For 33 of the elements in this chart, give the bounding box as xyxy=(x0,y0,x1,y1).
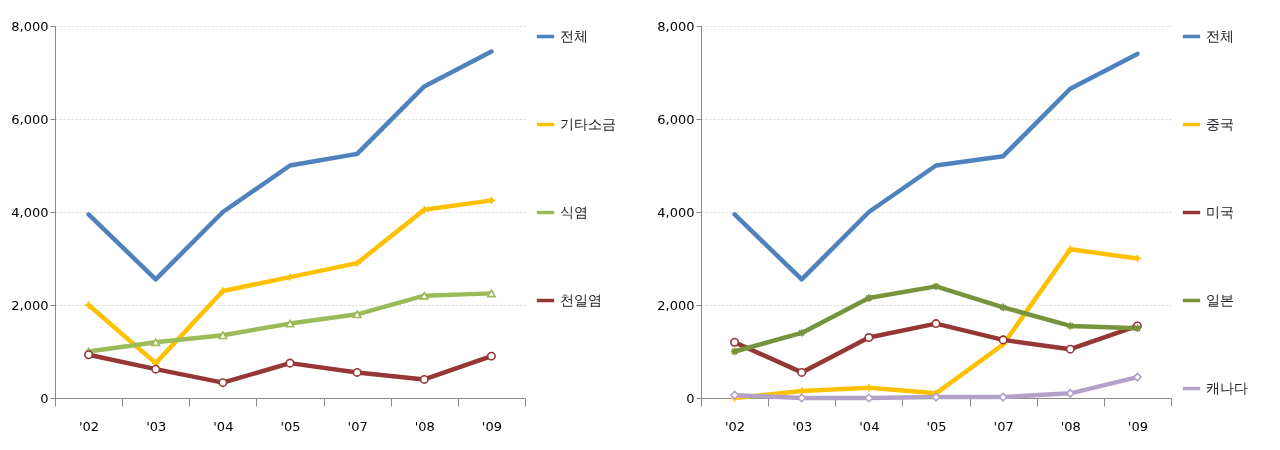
y-tick-label: 2,000 xyxy=(11,297,49,313)
y-tick-label: 8,000 xyxy=(11,18,49,34)
x-tick-label: '04 xyxy=(859,418,880,434)
legend-label: 식염 xyxy=(560,203,588,220)
x-tick-label: '03 xyxy=(146,418,167,434)
x-tick-label: '09 xyxy=(481,418,502,434)
y-tick-label: 6,000 xyxy=(11,111,49,127)
y-tick-label: 4,000 xyxy=(11,204,49,220)
x-tick-label: '02 xyxy=(725,418,746,434)
y-tick-label: 0 xyxy=(40,390,49,406)
legend-label: 캐나다 xyxy=(1206,379,1248,396)
y-tick-label: 6,000 xyxy=(657,111,695,127)
legend-label: 중국 xyxy=(1206,115,1234,132)
x-tick-label: '05 xyxy=(926,418,947,434)
x-tick-label: '08 xyxy=(1060,418,1081,434)
y-tick-label: 0 xyxy=(686,390,695,406)
legend-label: 전체 xyxy=(1206,27,1234,44)
legend-label: 천일염 xyxy=(560,291,602,308)
legend-label: 일본 xyxy=(1206,291,1234,308)
x-tick-label: '05 xyxy=(280,418,301,434)
y-tick-label: 4,000 xyxy=(657,204,695,220)
x-tick-label: '08 xyxy=(414,418,435,434)
x-tick-label: '09 xyxy=(1127,418,1148,434)
x-tick-label: '07 xyxy=(347,418,368,434)
x-tick-label: '03 xyxy=(792,418,813,434)
legend-label: 미국 xyxy=(1206,203,1234,220)
legend-label: 전체 xyxy=(560,27,588,44)
x-tick-label: '07 xyxy=(993,418,1014,434)
y-tick-label: 8,000 xyxy=(657,18,695,34)
x-tick-label: '02 xyxy=(79,418,100,434)
y-tick-label: 2,000 xyxy=(657,297,695,313)
x-tick-label: '04 xyxy=(213,418,234,434)
legend-label: 기타소금 xyxy=(560,115,616,132)
